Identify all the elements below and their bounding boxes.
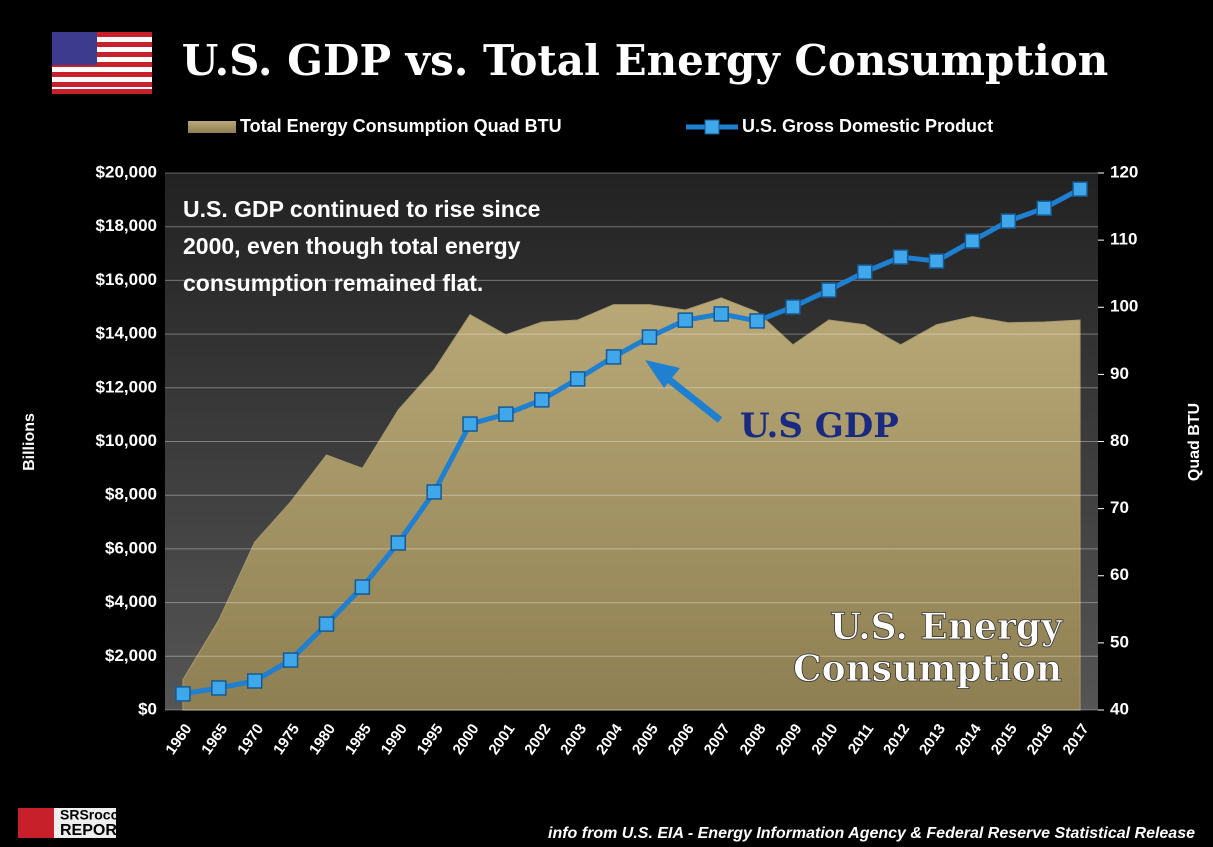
- y-tick-label: $2,000: [105, 646, 157, 665]
- gdp-marker: [318, 616, 335, 632]
- y-axis-label: Billions: [21, 413, 38, 471]
- annotation-note: 2000, even though total energy: [183, 233, 521, 259]
- gdp-marker: [749, 313, 765, 329]
- y-tick-label: $6,000: [105, 538, 157, 557]
- chart-title: U.S. GDP vs. Total Energy Consumption: [182, 36, 1109, 85]
- gdp-marker: [928, 253, 945, 269]
- annotation-note: U.S. GDP continued to rise since: [183, 196, 540, 222]
- gdp-marker: [713, 306, 729, 322]
- y2-tick-label: 90: [1110, 364, 1129, 383]
- gdp-marker: [426, 484, 442, 500]
- gdp-marker: [677, 312, 694, 328]
- gdp-marker: [1000, 213, 1017, 229]
- y-tick-label: $4,000: [105, 592, 157, 611]
- gdp-marker: [1036, 200, 1052, 216]
- annotation-arrow: [659, 371, 723, 423]
- gdp-marker: [641, 329, 658, 345]
- legend-label: U.S. Gross Domestic Product: [742, 116, 993, 136]
- y-tick-label: $12,000: [96, 377, 157, 396]
- y-tick-label: $8,000: [105, 485, 157, 504]
- gdp-marker: [785, 299, 801, 315]
- y2-tick-label: 50: [1110, 632, 1129, 651]
- y-tick-label: $16,000: [96, 270, 157, 289]
- logo-text: REPORT: [60, 822, 127, 839]
- y2-tick-label: 120: [1110, 162, 1138, 181]
- gdp-marker: [390, 535, 406, 551]
- gdp-marker: [892, 249, 909, 265]
- source: info from U.S. EIA - Energy Information …: [548, 825, 1195, 842]
- annotation-note: consumption remained flat.: [183, 270, 483, 296]
- y2-tick-label: 70: [1110, 498, 1129, 517]
- logo-text: SRSrocco: [60, 807, 127, 823]
- gdp-marker: [569, 371, 586, 387]
- logo: SRSrocco REPORT: [18, 807, 127, 839]
- y2-tick-label: 60: [1110, 565, 1129, 584]
- gdp-marker: [534, 392, 550, 408]
- gdp-marker: [857, 264, 873, 280]
- gdp-marker: [175, 686, 191, 702]
- y2-axis-label: Quad BTU: [1186, 403, 1203, 481]
- y-tick-label: $20,000: [96, 162, 157, 181]
- legend-marker: [704, 119, 720, 135]
- gdp-marker: [462, 416, 478, 432]
- legend-swatch: [188, 121, 236, 133]
- gdp-marker: [964, 233, 981, 249]
- gdp-marker: [282, 652, 299, 668]
- y2-tick-label: 110: [1110, 230, 1137, 249]
- flag: [52, 32, 152, 94]
- gdp-marker: [498, 406, 514, 422]
- annotation-gdp: U.S GDP: [740, 406, 899, 446]
- annotation-arrowhead: [645, 360, 680, 388]
- energy-area: [182, 297, 1081, 711]
- gdp-marker: [211, 680, 227, 696]
- gdp-marker: [1072, 181, 1088, 197]
- legend-label: Total Energy Consumption Quad BTU: [240, 116, 562, 136]
- gdp-marker: [354, 579, 371, 595]
- y-tick-label: $18,000: [96, 216, 157, 235]
- y2-tick-label: 40: [1110, 699, 1129, 718]
- annotation-energy: U.S. Energy: [830, 606, 1063, 648]
- y-tick-label: $10,000: [96, 431, 157, 450]
- gdp-marker: [605, 349, 622, 365]
- y-tick-label: $14,000: [96, 324, 157, 343]
- series-layer: [182, 297, 1081, 711]
- y2-tick-label: 100: [1110, 297, 1138, 316]
- gdp-marker: [246, 673, 263, 689]
- annotation-energy: Consumption: [793, 648, 1062, 690]
- y-tick-label: $0: [138, 699, 157, 718]
- gdp-marker: [821, 282, 837, 298]
- y2-tick-label: 80: [1110, 431, 1129, 450]
- grid: [165, 172, 1098, 711]
